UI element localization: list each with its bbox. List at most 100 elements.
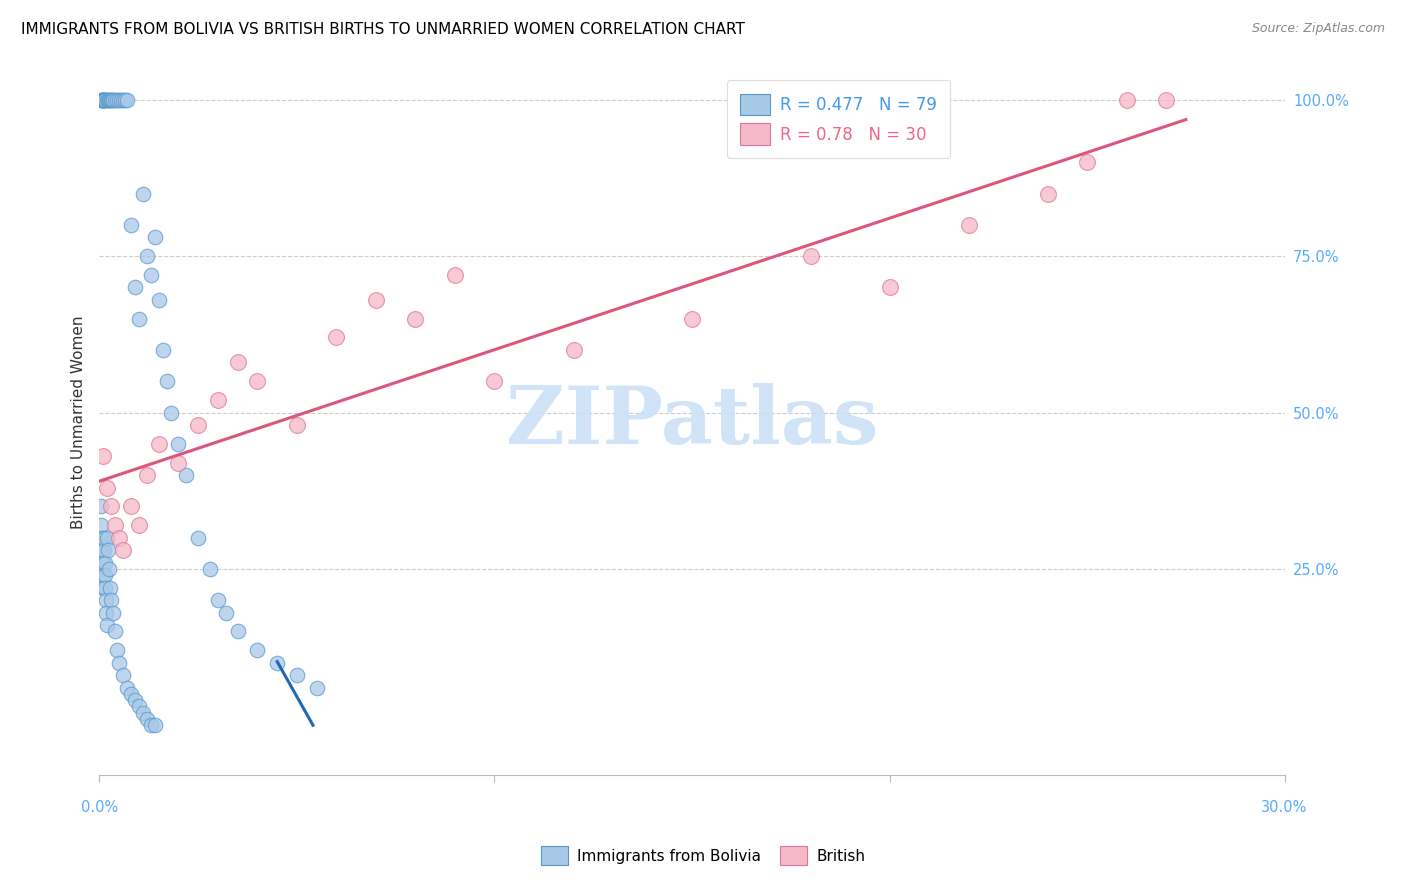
Point [93,581,115,595]
Point [124,280,146,294]
Text: Source: ZipAtlas.com: Source: ZipAtlas.com [1251,22,1385,36]
Point [104,624,127,639]
Y-axis label: Births to Unmarried Women: Births to Unmarried Women [72,315,86,529]
Point [187,531,209,545]
Point [94,581,117,595]
Point [105,643,128,657]
Point [266,656,288,670]
Point [91,543,114,558]
Point [115,93,138,107]
Point [1154,93,1177,107]
Legend: Immigrants from Bolivia, British: Immigrants from Bolivia, British [534,840,872,871]
Point [100,93,122,107]
Point [159,405,181,419]
Point [1076,155,1098,169]
Point [91,93,114,107]
Point [112,543,135,558]
Point [152,343,174,357]
Point [91,93,114,107]
Point [128,699,150,714]
Point [110,93,132,107]
Point [98,562,121,576]
Point [104,518,127,533]
Point [155,374,177,388]
Point [405,311,427,326]
Point [1115,93,1137,107]
Point [91,93,114,107]
Point [120,218,142,232]
Point [97,543,120,558]
Point [207,593,229,607]
Point [94,606,117,620]
Point [108,93,131,107]
Point [285,668,308,682]
Point [90,518,112,533]
Point [93,93,115,107]
Point [93,543,115,558]
Point [93,93,115,107]
Point [143,718,166,732]
Point [285,417,308,432]
Text: ZIPatlas: ZIPatlas [506,383,879,461]
Point [246,374,269,388]
Point [148,293,170,307]
Legend: R = 0.477   N = 79, R = 0.78   N = 30: R = 0.477 N = 79, R = 0.78 N = 30 [727,80,950,158]
Point [93,531,115,545]
Point [167,437,190,451]
Point [681,311,703,326]
Point [94,593,117,607]
Point [96,618,118,632]
Point [139,268,162,282]
Point [135,712,157,726]
Point [93,450,115,464]
Point [176,468,198,483]
Point [115,681,138,695]
Point [93,93,115,107]
Point [364,293,387,307]
Text: 0.0%: 0.0% [80,800,118,815]
Point [132,706,155,720]
Point [105,93,128,107]
Point [132,186,155,201]
Point [103,606,125,620]
Point [93,93,115,107]
Point [90,93,112,107]
Point [93,556,115,570]
Point [108,531,131,545]
Point [114,93,136,107]
Point [135,468,157,483]
Point [187,417,209,432]
Point [444,268,467,282]
Point [799,249,821,263]
Point [108,656,131,670]
Point [879,280,901,294]
Point [101,93,124,107]
Point [562,343,585,357]
Point [91,556,114,570]
Point [91,568,114,582]
Point [94,93,117,107]
Point [325,330,347,344]
Point [97,93,120,107]
Point [139,718,162,732]
Point [198,562,221,576]
Point [226,355,249,369]
Point [128,518,150,533]
Point [94,568,117,582]
Point [167,456,190,470]
Point [207,392,229,407]
Point [120,687,142,701]
Point [135,249,157,263]
Point [305,681,328,695]
Text: 30.0%: 30.0% [1261,800,1308,815]
Point [96,481,118,495]
Point [143,230,166,244]
Text: IMMIGRANTS FROM BOLIVIA VS BRITISH BIRTHS TO UNMARRIED WOMEN CORRELATION CHART: IMMIGRANTS FROM BOLIVIA VS BRITISH BIRTH… [21,22,745,37]
Point [96,531,118,545]
Point [226,624,249,639]
Point [120,500,142,514]
Point [112,93,135,107]
Point [215,606,238,620]
Point [128,311,150,326]
Point [148,437,170,451]
